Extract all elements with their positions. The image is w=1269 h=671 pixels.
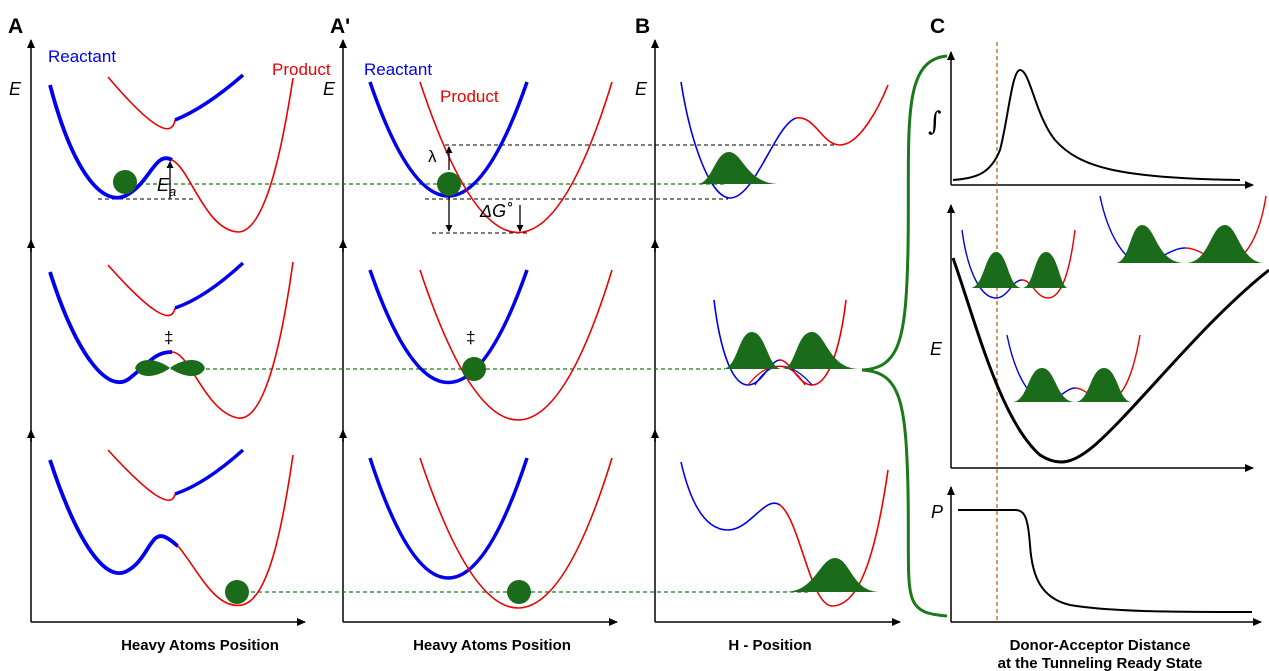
b3-reactant bbox=[680, 461, 781, 531]
integral-curve bbox=[952, 68, 1241, 181]
panel-label-c: C bbox=[930, 15, 945, 38]
axis-label-heavy-atoms-a: Heavy Atoms Position bbox=[121, 637, 279, 654]
a3-product-well bbox=[177, 454, 294, 607]
dad-energy-curve bbox=[951, 257, 1269, 464]
a1-reactant-upper bbox=[174, 73, 245, 122]
b1-reactant bbox=[680, 81, 797, 199]
b1-wavepacket bbox=[697, 152, 780, 184]
brace-b-to-c bbox=[861, 54, 948, 618]
ts-symbol-a-prime: ‡ bbox=[466, 328, 475, 347]
ap1-reactant bbox=[368, 81, 529, 198]
ea-symbol: Ea bbox=[157, 175, 176, 199]
a1-product-well bbox=[171, 77, 294, 233]
inset-center bbox=[1006, 334, 1141, 402]
ap2-product bbox=[419, 269, 613, 421]
energy-symbol-a-prime: E bbox=[323, 79, 336, 99]
axis-label-h-position: H - Position bbox=[728, 637, 811, 654]
energy-symbol-a: E bbox=[9, 79, 22, 99]
axis-label-dad-line1: Donor-Acceptor Distance bbox=[1010, 637, 1191, 654]
b3-wavepacket bbox=[785, 558, 880, 592]
inset-right bbox=[1099, 195, 1267, 263]
ap3-reactant bbox=[368, 457, 529, 580]
probability-curve bbox=[958, 509, 1253, 613]
a2-reactant-upper bbox=[174, 261, 245, 310]
a3-particle bbox=[225, 580, 249, 604]
a2-transition-particle bbox=[135, 360, 205, 376]
axes bbox=[27, 39, 1262, 626]
guide-lines bbox=[98, 42, 998, 622]
a3-reactant-well bbox=[48, 459, 179, 575]
b2-product-tail bbox=[747, 365, 806, 386]
ap1-product bbox=[419, 81, 613, 234]
a2-product-well bbox=[171, 261, 294, 419]
panel-label-a-prime: A' bbox=[330, 15, 350, 38]
ap2-reactant bbox=[368, 269, 529, 385]
delta-g-symbol: ΔG˚ bbox=[479, 201, 513, 221]
b3-product bbox=[779, 469, 889, 607]
integral-symbol: ∫ bbox=[928, 107, 942, 137]
axis-label-heavy-atoms-a-prime: Heavy Atoms Position bbox=[413, 637, 571, 654]
b2-wavepacket bbox=[722, 332, 860, 369]
inset-left bbox=[961, 229, 1076, 299]
panel-label-a: A bbox=[8, 15, 23, 38]
product-label-a-prime: Product bbox=[440, 87, 499, 106]
energy-symbol-c: E bbox=[930, 339, 943, 359]
probability-symbol: P bbox=[931, 502, 943, 522]
lambda-symbol: λ bbox=[428, 147, 437, 166]
a1-particle bbox=[113, 170, 137, 194]
panel-b-curves bbox=[680, 81, 889, 607]
ap2-particle bbox=[462, 357, 486, 381]
inset-left-wavepacket bbox=[970, 252, 1068, 288]
a1-product-upper bbox=[107, 76, 176, 130]
a3-reactant-upper bbox=[174, 448, 245, 496]
inset-right-wavepacket bbox=[1115, 225, 1265, 263]
reactant-label-a: Reactant bbox=[48, 47, 116, 66]
a1-reactant-well bbox=[48, 84, 173, 200]
a2-product-upper bbox=[107, 264, 176, 317]
ap1-particle bbox=[437, 172, 461, 196]
inset-center-wavepacket bbox=[1012, 368, 1132, 402]
energy-symbol-b: E bbox=[635, 79, 648, 99]
ap3-particle bbox=[507, 580, 531, 604]
panel-a-prime-curves bbox=[368, 81, 613, 609]
ts-symbol-a: ‡ bbox=[164, 328, 173, 347]
axis-label-dad-line2: at the Tunneling Ready State bbox=[998, 655, 1203, 671]
a2-reactant-well bbox=[48, 271, 173, 385]
reactant-label-a-prime: Reactant bbox=[364, 60, 432, 79]
a3-product-upper bbox=[107, 449, 176, 502]
ap3-product bbox=[419, 457, 613, 609]
product-label-a: Product bbox=[272, 60, 331, 79]
b1-product bbox=[795, 84, 889, 146]
panel-label-b: B bbox=[635, 15, 650, 38]
